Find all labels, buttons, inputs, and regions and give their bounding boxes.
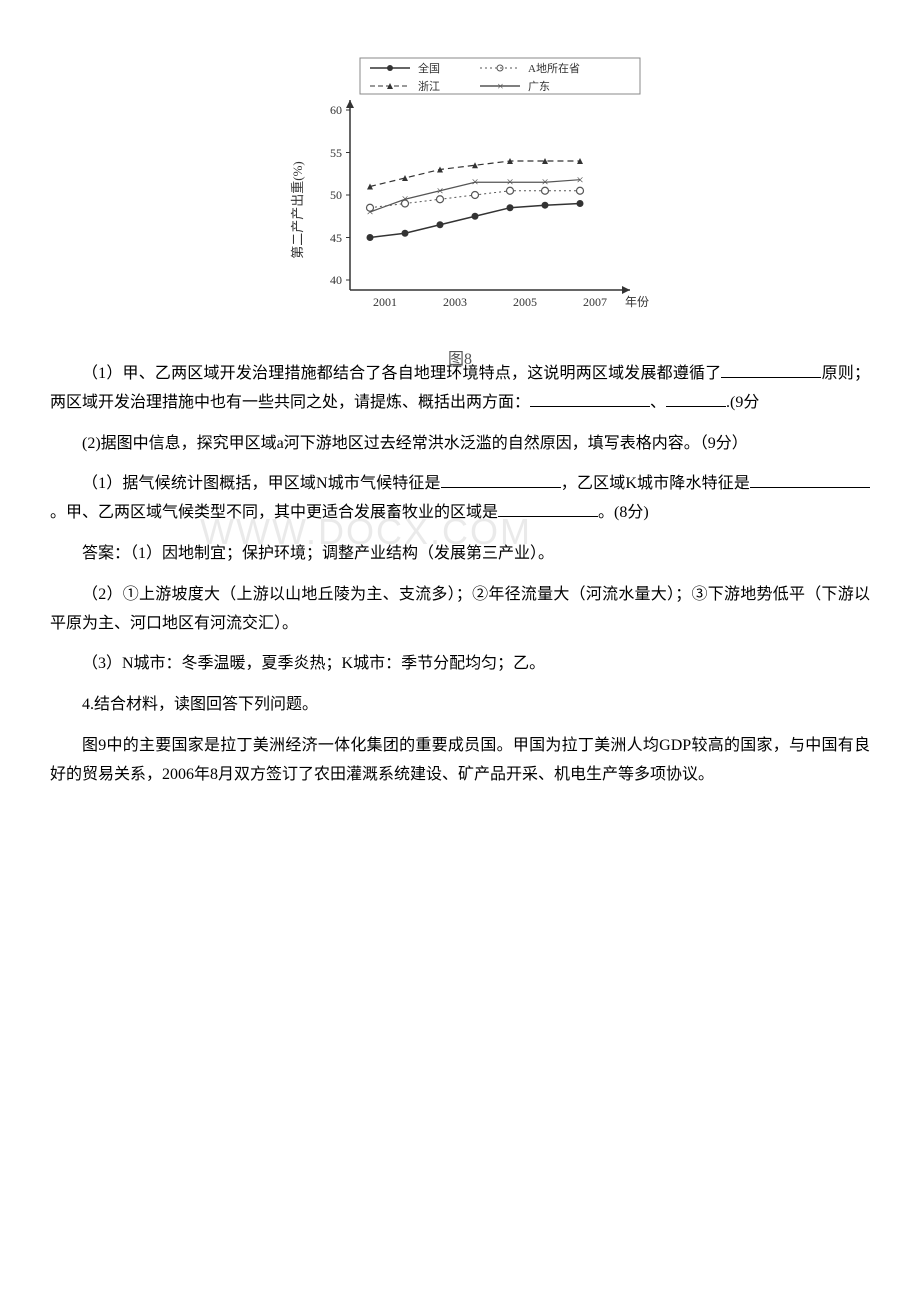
blank-n-climate bbox=[441, 472, 561, 488]
svg-text:50: 50 bbox=[330, 188, 342, 202]
svg-text:×: × bbox=[576, 172, 583, 187]
chart-container: 全国 A地所在省 浙江 × 广东 40 45 50 bbox=[50, 50, 870, 330]
svg-text:60: 60 bbox=[330, 103, 342, 117]
x-axis-label: 年份 bbox=[625, 295, 649, 309]
blank-k-precip bbox=[750, 472, 870, 488]
svg-text:2003: 2003 bbox=[443, 295, 467, 309]
q1-sep: 、 bbox=[650, 394, 666, 411]
svg-text:40: 40 bbox=[330, 273, 342, 287]
blank-region bbox=[498, 501, 598, 517]
blank-aspect1 bbox=[530, 391, 650, 407]
chart-caption: 图8 bbox=[270, 346, 650, 375]
q3-mid1: ，乙区域K城市降水特征是 bbox=[561, 475, 750, 492]
q3-mid2: 。甲、乙两区域气候类型不同，其中更适合发展畜牧业的区域是 bbox=[50, 504, 498, 521]
svg-text:×: × bbox=[471, 174, 478, 189]
q1-suffix: .(9分 bbox=[726, 394, 759, 411]
svg-text:2001: 2001 bbox=[373, 295, 397, 309]
answer-2: （2）①上游坡度大（上游以山地丘陵为主、支流多）；②年径流量大（河流水量大）；③… bbox=[50, 581, 870, 639]
legend-zhejiang: 浙江 bbox=[418, 80, 440, 93]
blank-principle bbox=[721, 362, 821, 378]
svg-text:2005: 2005 bbox=[513, 295, 537, 309]
blank-aspect2 bbox=[666, 391, 726, 407]
svg-text:45: 45 bbox=[330, 231, 342, 245]
answer-3: （3）N城市：冬季温暖，夏季炎热；K城市：季节分配均匀；乙。 bbox=[50, 650, 870, 679]
question-4-intro: 4.结合材料，读图回答下列问题。 bbox=[50, 691, 870, 720]
svg-text:×: × bbox=[497, 79, 504, 93]
svg-text:55: 55 bbox=[330, 146, 342, 160]
legend-a-province: A地所在省 bbox=[528, 62, 580, 75]
q3-prefix: （1）据气候统计图概括，甲区域N城市气候特征是 bbox=[82, 475, 441, 492]
question-3: （1）据气候统计图概括，甲区域N城市气候特征是 ，乙区域K城市降水特征是。甲、乙两… bbox=[50, 470, 870, 528]
y-axis-label: 第二产产出重(%) bbox=[290, 161, 305, 259]
q3-suffix: 。(8分) bbox=[598, 504, 649, 521]
legend-quanguo: 全国 bbox=[418, 61, 440, 75]
question-2: (2)据图中信息，探究甲区域a河下游地区过去经常洪水泛滥的自然原因，填写表格内容… bbox=[50, 430, 870, 459]
question-4-body: 图9中的主要国家是拉丁美洲经济一体化集团的重要成员国。甲国为拉丁美洲人均GDP较… bbox=[50, 732, 870, 790]
legend-guangdong: 广东 bbox=[528, 80, 550, 93]
svg-text:2007: 2007 bbox=[583, 295, 607, 309]
line-chart: 全国 A地所在省 浙江 × 广东 40 45 50 bbox=[270, 50, 650, 330]
answer-1: 答案：（1）因地制宜；保护环境；调整产业结构（发展第三产业）。 bbox=[50, 540, 870, 569]
